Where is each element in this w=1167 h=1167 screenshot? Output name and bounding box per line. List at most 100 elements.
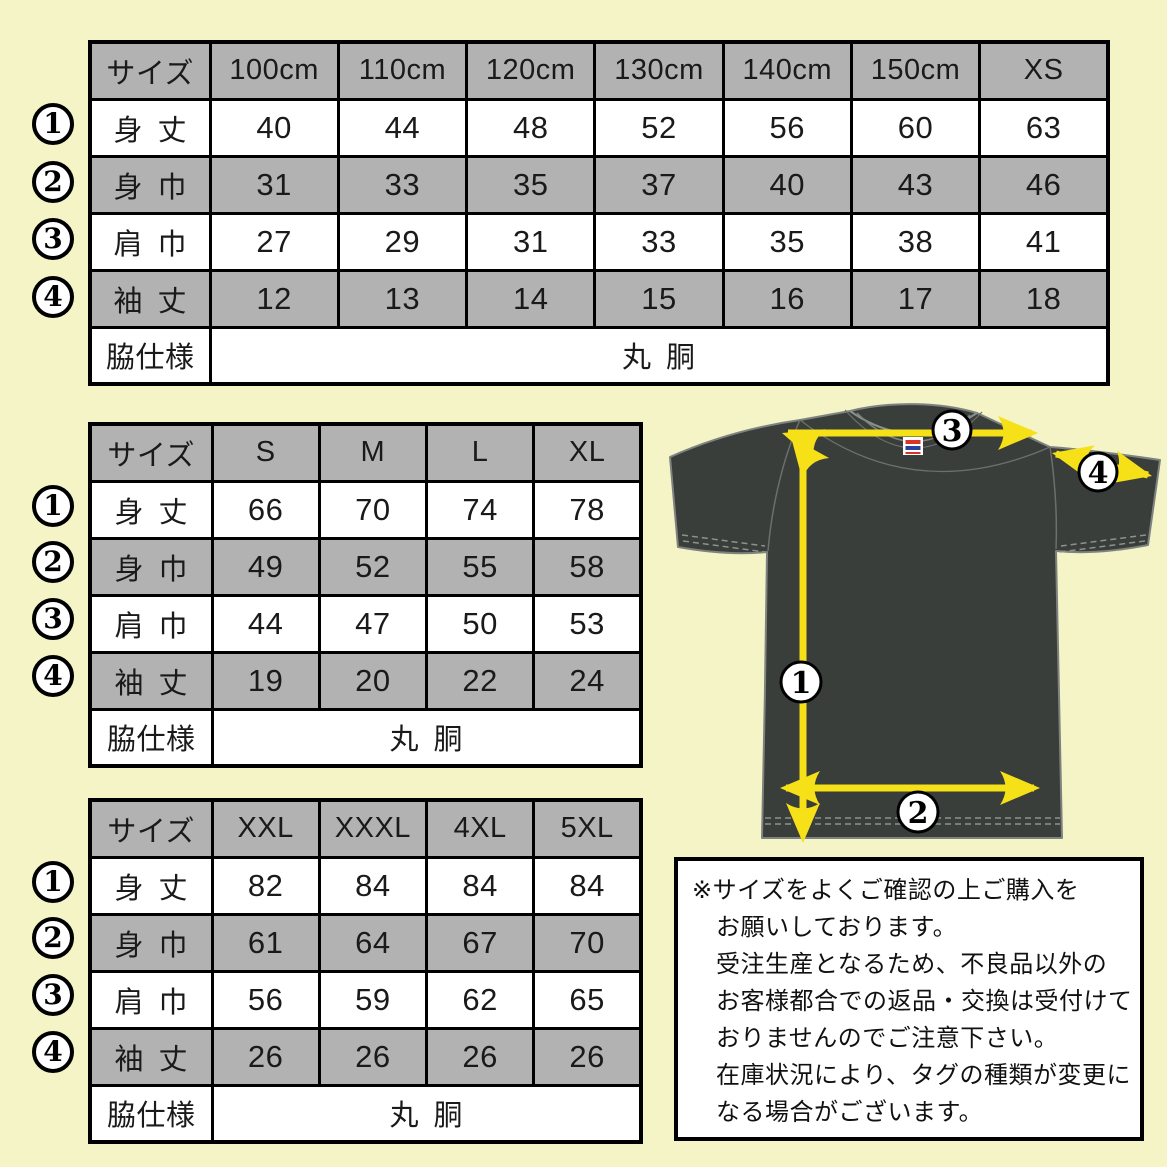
- measure-value: 43: [849, 154, 982, 215]
- measure-value: 33: [336, 154, 469, 215]
- measure-value: 26: [532, 1026, 643, 1087]
- measure-value: 33: [593, 211, 725, 272]
- measure-value: 74: [424, 479, 536, 540]
- measure-arrows: [780, 416, 1152, 843]
- circled-2-marker: 2: [32, 917, 74, 959]
- measure-row: 身 巾 31 33 35 37 40 43 46: [88, 154, 1110, 215]
- purchase-notice-box: ※サイズをよくご確認の上ご購入を お願いしております。 受注生産となるため、不良…: [674, 857, 1144, 1141]
- measure-row-label: 身 巾: [88, 154, 212, 215]
- circled-4-marker: 4: [32, 655, 74, 697]
- measure-value: 13: [336, 268, 469, 329]
- size-column-header: 120cm: [465, 40, 597, 101]
- size-header-row: サイズ S M L XL: [88, 422, 643, 483]
- size-column-header: サイズ: [88, 422, 214, 483]
- right-armhole-seam: [1049, 446, 1058, 550]
- tshirt-body: [669, 403, 1161, 839]
- measure-value: 61: [210, 912, 321, 973]
- neck-tag: [903, 437, 923, 455]
- body-length-arrow: [786, 435, 830, 843]
- circled-2-marker: 2: [32, 161, 74, 203]
- measure-value: 27: [208, 211, 340, 272]
- measure-row: 袖 丈 26 26 26 26: [88, 1026, 643, 1087]
- tshirt-graphic: [669, 403, 1161, 839]
- measure-row: 身 丈 82 84 84 84: [88, 855, 643, 916]
- circled-1-marker: 1: [32, 103, 74, 145]
- size-column-header: 130cm: [593, 40, 725, 101]
- measure-value: 29: [336, 211, 469, 272]
- tshirt-measure-diagram: 3 4 1 2: [669, 403, 1161, 843]
- measure-value: 19: [210, 650, 321, 711]
- hem-stitches: [681, 534, 1147, 825]
- side-spec-row: 脇仕様丸 胴: [88, 1083, 643, 1144]
- notice-line: お客様都合での返品・交換は受付けて: [716, 988, 1133, 1015]
- measure-row-label: 身 丈: [88, 855, 214, 916]
- measure-value: 63: [978, 97, 1110, 158]
- side-spec-label: 脇仕様: [88, 325, 212, 386]
- measure-value: 18: [978, 268, 1110, 329]
- measure-row-label: 身 巾: [88, 536, 214, 597]
- size-header-row: サイズ 100cm 110cm 120cm 130cm 140cm 150cm XS: [88, 40, 1110, 101]
- size-column-header: M: [317, 422, 429, 483]
- measure-value: 35: [721, 211, 853, 272]
- circled-3-marker: 3: [32, 218, 74, 260]
- side-spec-value: 丸 胴: [208, 325, 1110, 386]
- measure-value: 59: [317, 969, 429, 1030]
- body-width-arrow: [780, 771, 1040, 805]
- measure-value: 48: [465, 97, 597, 158]
- size-column-header: 150cm: [849, 40, 982, 101]
- diagram-marker-4: 4: [1077, 451, 1119, 493]
- side-spec-value: 丸 胴: [210, 707, 643, 768]
- measure-value: 26: [317, 1026, 429, 1087]
- measure-value: 17: [849, 268, 982, 329]
- measure-value: 67: [424, 912, 536, 973]
- circled-3-marker: 3: [32, 598, 74, 640]
- measure-row-label: 肩 巾: [88, 593, 214, 654]
- measure-row-label: 身 巾: [88, 912, 214, 973]
- measure-value: 50: [424, 593, 536, 654]
- measure-row: 身 丈 66 70 74 78: [88, 479, 643, 540]
- measure-row-label: 袖 丈: [88, 268, 212, 329]
- circled-2-marker: 2: [32, 541, 74, 583]
- chest-seam-line: [799, 419, 1051, 473]
- measure-value: 31: [465, 211, 597, 272]
- measure-row: 身 巾 61 64 67 70: [88, 912, 643, 973]
- measure-value: 44: [336, 97, 469, 158]
- measure-value: 12: [208, 268, 340, 329]
- measure-value: 70: [317, 479, 429, 540]
- circled-1-marker: 1: [32, 485, 74, 527]
- circled-1-marker: 1: [32, 861, 74, 903]
- size-column-header: サイズ: [88, 798, 214, 859]
- measure-value: 56: [210, 969, 321, 1030]
- measure-value: 82: [210, 855, 321, 916]
- side-spec-label: 脇仕様: [88, 1083, 214, 1144]
- measure-value: 26: [424, 1026, 536, 1087]
- measure-row: 袖 丈 19 20 22 24: [88, 650, 643, 711]
- measure-row-label: 身 丈: [88, 97, 212, 158]
- measure-value: 58: [532, 536, 643, 597]
- measure-value: 31: [208, 154, 340, 215]
- size-header-row: サイズ XXL XXXL 4XL 5XL: [88, 798, 643, 859]
- notice-line: ※サイズをよくご確認の上ご購入を: [692, 877, 1080, 904]
- measure-value: 14: [465, 268, 597, 329]
- measure-value: 20: [317, 650, 429, 711]
- size-column-header: S: [210, 422, 321, 483]
- measure-value: 16: [721, 268, 853, 329]
- measure-row: 身 巾 49 52 55 58: [88, 536, 643, 597]
- size-column-header: XL: [532, 422, 643, 483]
- notice-line: お願いしております。: [716, 914, 958, 941]
- measure-row: 肩 巾 56 59 62 65: [88, 969, 643, 1030]
- circled-3-marker: 3: [32, 974, 74, 1016]
- measure-value: 37: [593, 154, 725, 215]
- size-column-header: 110cm: [336, 40, 469, 101]
- plus-size-table: サイズ XXL XXXL 4XL 5XL 身 丈 82 84 84 84 身 巾 61 64 67 70 肩 …: [88, 798, 643, 1144]
- measure-value: 35: [465, 154, 597, 215]
- measure-value: 56: [721, 97, 853, 158]
- measure-value: 40: [208, 97, 340, 158]
- notice-line: 在庫状況により、タグの種類が変更に: [716, 1062, 1132, 1089]
- measure-row-label: 袖 丈: [88, 1026, 214, 1087]
- measure-value: 15: [593, 268, 725, 329]
- measure-value: 60: [849, 97, 982, 158]
- svg-text:1: 1: [791, 666, 812, 701]
- measure-row-label: 身 丈: [88, 479, 214, 540]
- diagram-marker-3: 3: [931, 409, 973, 451]
